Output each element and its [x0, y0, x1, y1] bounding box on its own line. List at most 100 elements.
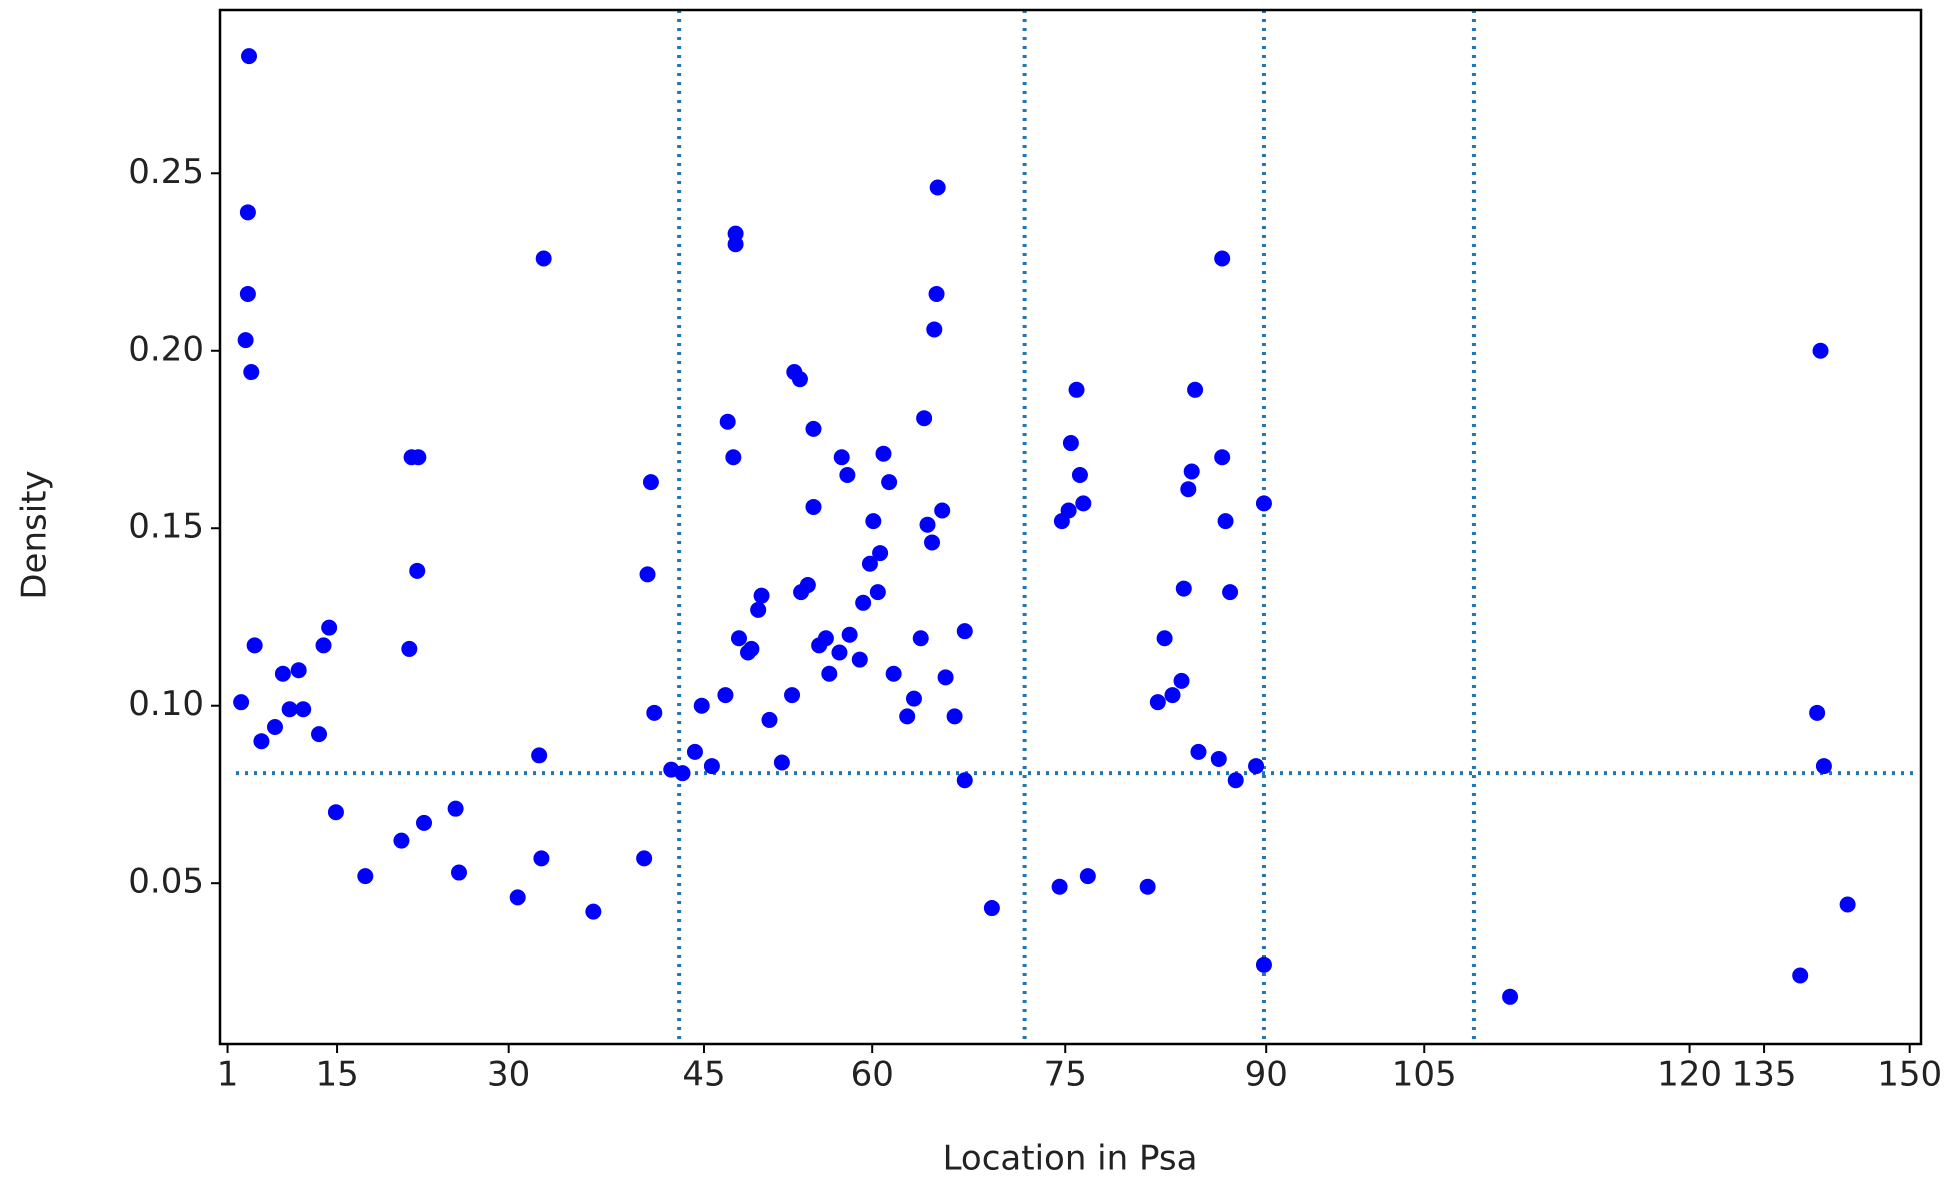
point [885, 665, 902, 682]
point [239, 204, 256, 221]
point [841, 626, 858, 643]
point [791, 371, 808, 388]
point [725, 449, 742, 466]
point [281, 701, 298, 718]
point [730, 630, 747, 647]
point [937, 669, 954, 686]
point [817, 630, 834, 647]
point [315, 637, 332, 654]
point [855, 594, 872, 611]
point [905, 690, 922, 707]
point [401, 640, 418, 657]
point [881, 474, 898, 491]
point [919, 516, 936, 533]
point [821, 665, 838, 682]
point [533, 850, 550, 867]
point [295, 701, 312, 718]
point [1255, 956, 1272, 973]
point [686, 743, 703, 760]
point [1079, 868, 1096, 885]
x-tick-label: 15 [315, 1055, 358, 1095]
point [934, 502, 951, 519]
point [357, 868, 374, 885]
point [926, 321, 943, 338]
x-tick-label: 105 [1392, 1055, 1457, 1095]
y-axis-label: Density [15, 470, 55, 599]
point [1051, 878, 1068, 895]
point [727, 236, 744, 253]
point [233, 694, 250, 711]
point [912, 630, 929, 647]
x-axis-label: Location in Psa [943, 1139, 1198, 1179]
point [1175, 580, 1192, 597]
point [924, 534, 941, 551]
point [1139, 878, 1156, 895]
point [719, 413, 736, 430]
point [743, 640, 760, 657]
point [1164, 687, 1181, 704]
point [1217, 513, 1234, 530]
point [642, 474, 659, 491]
point [1060, 502, 1077, 519]
point [1075, 495, 1092, 512]
point [703, 758, 720, 775]
point [872, 545, 889, 562]
point [1180, 481, 1197, 498]
point [916, 410, 933, 427]
point [416, 814, 433, 831]
x-tick-label: 150 [1877, 1055, 1942, 1095]
point [253, 733, 270, 750]
point [535, 250, 552, 267]
point [237, 332, 254, 349]
y-tick-label: 0.05 [128, 862, 204, 902]
point [393, 832, 410, 849]
point [799, 577, 816, 594]
point [750, 601, 767, 618]
point [839, 466, 856, 483]
point [1183, 463, 1200, 480]
point [311, 726, 328, 743]
point [1062, 435, 1079, 452]
point [290, 662, 307, 679]
x-tick-label: 45 [682, 1055, 725, 1095]
point [1227, 772, 1244, 789]
point [861, 555, 878, 572]
point [447, 800, 464, 817]
point [246, 637, 263, 654]
point [1156, 630, 1173, 647]
point [409, 562, 426, 579]
point [531, 747, 548, 764]
y-tick-label: 0.10 [128, 684, 204, 724]
point [693, 697, 710, 714]
point [831, 644, 848, 661]
point [929, 179, 946, 196]
plot-frame [218, 8, 1923, 1046]
point [646, 704, 663, 721]
x-tick-label: 60 [851, 1055, 894, 1095]
y-tick-label: 0.20 [128, 329, 204, 369]
point [1255, 495, 1272, 512]
point [956, 772, 973, 789]
point [1248, 758, 1265, 775]
point [327, 804, 344, 821]
point [1187, 381, 1204, 398]
point [1173, 672, 1190, 689]
point [1214, 250, 1231, 267]
point [321, 619, 338, 636]
point [585, 903, 602, 920]
point [639, 566, 656, 583]
point [241, 48, 258, 65]
point [239, 285, 256, 302]
point [956, 623, 973, 640]
point [865, 513, 882, 530]
point [1809, 704, 1826, 721]
point [928, 285, 945, 302]
point [1812, 342, 1829, 359]
point [274, 665, 291, 682]
x-tick-label: 120 [1657, 1055, 1722, 1095]
point [869, 584, 886, 601]
point [805, 498, 822, 515]
point [509, 889, 526, 906]
point [1839, 896, 1856, 913]
